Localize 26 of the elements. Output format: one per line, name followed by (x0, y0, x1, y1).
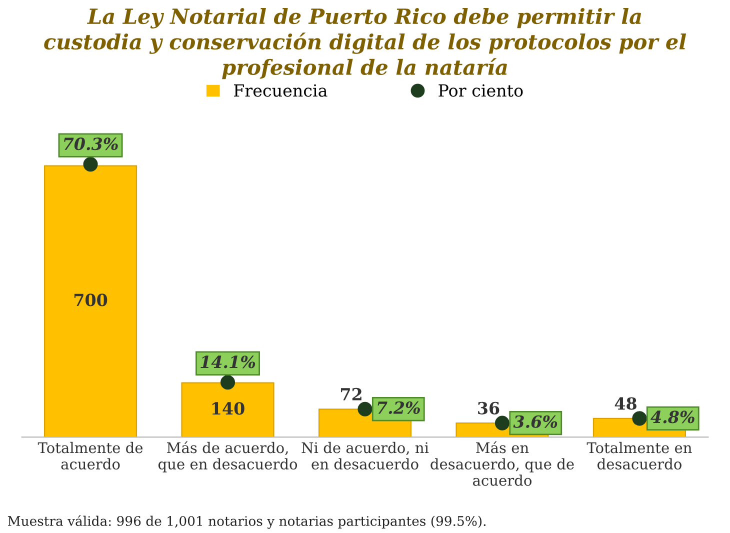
legend-label: Frecuencia (234, 84, 328, 97)
x-tick-label: Más en desacuerdo, que de acuerdo (430, 441, 574, 486)
x-tick-label: Totalmente de acuerdo (38, 442, 143, 470)
data-label: 72 (340, 388, 362, 400)
chart-title: La Ley Notarial de Puerto Rico debe permitir la custodia y conservación digital de los protocolos por el profesional de la nataría (44, 8, 686, 80)
data-label: 3.6% (513, 415, 558, 428)
x-tick-label: Ni de acuerdo, ni en desacuerdo (302, 442, 429, 470)
x-tick-label: Totalmente en desacuerdo (586, 442, 692, 470)
bar (44, 165, 138, 438)
data-label: 48 (614, 397, 636, 410)
data-label: 700 (74, 294, 108, 306)
point (83, 157, 98, 172)
point (220, 375, 236, 390)
data-label: 70.3% (64, 138, 118, 150)
text: Muestra válida: 996 de 1,001 notarios y notarias participantes (99.5%). (8, 515, 486, 529)
point (632, 411, 647, 426)
bar (181, 382, 274, 438)
data-label: 36 (478, 402, 500, 414)
data-label: 7.2% (378, 401, 420, 414)
legend-label: Por ciento (438, 84, 523, 97)
data-label: 140 (212, 402, 244, 415)
point (494, 416, 510, 430)
data-label: 4.8% (650, 410, 694, 424)
point (358, 402, 372, 416)
data-label: 14.1% (200, 356, 256, 368)
x-tick-label: Más de acuerdo, que en desacuerdo (158, 441, 298, 472)
